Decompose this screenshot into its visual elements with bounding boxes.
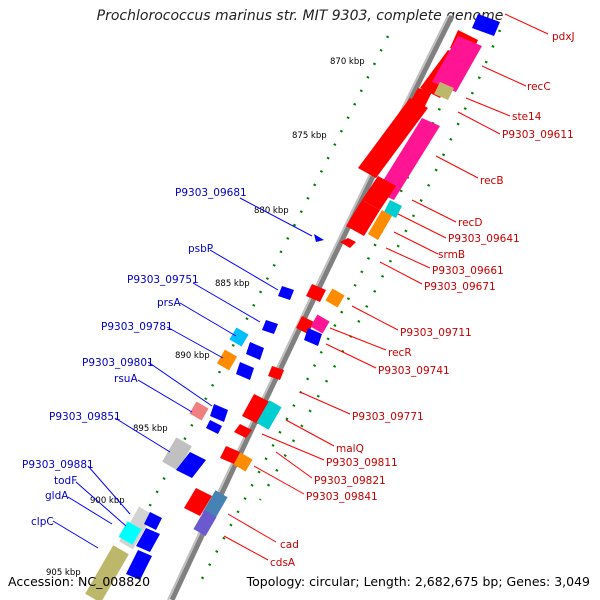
gene-label: P9303_09681 xyxy=(175,187,247,199)
gene-block xyxy=(376,118,440,200)
gene-label: P9303_09841 xyxy=(306,491,378,503)
gene-label: P9303_09821 xyxy=(314,475,386,487)
gene-block xyxy=(472,14,500,36)
gene-block xyxy=(340,238,356,248)
gene-block xyxy=(368,210,392,240)
gene-block xyxy=(220,446,240,464)
gene-label: rsuA xyxy=(114,373,138,385)
forward-strand-features xyxy=(85,14,500,600)
gene-block xyxy=(246,342,264,360)
gene-block xyxy=(256,400,282,430)
gene-block xyxy=(162,437,192,471)
forward-gene-labels: P9303_09681 psbP P9303_09751 prsA P9303_… xyxy=(22,187,313,549)
gene-block xyxy=(136,528,160,552)
gene-label: malQ xyxy=(336,443,364,455)
gene-block xyxy=(126,550,152,580)
gene-block xyxy=(234,424,252,438)
tick-label: 875 kbp xyxy=(292,131,327,141)
gene-label: P9303_09741 xyxy=(378,365,450,377)
tick-labels: 870 kbp 875 kbp 880 kbp 885 kbp 890 kbp … xyxy=(46,57,365,578)
gene-block xyxy=(432,36,482,92)
gene-block xyxy=(236,362,254,380)
gene-block xyxy=(193,509,217,537)
tick-label: 880 kbp xyxy=(254,206,289,216)
gene-block xyxy=(314,234,324,242)
gene-label: P9303_09661 xyxy=(432,265,504,277)
gene-label: P9303_09611 xyxy=(502,129,574,141)
gene-label: P9303_09641 xyxy=(448,233,520,245)
gene-label: ste14 xyxy=(512,111,542,123)
gene-block xyxy=(202,490,228,520)
gene-block xyxy=(216,349,238,371)
gene-label: P9303_09781 xyxy=(101,321,173,333)
gene-block xyxy=(118,521,142,545)
gene-label: srmB xyxy=(438,249,465,261)
gene-label: P9303_09881 xyxy=(22,459,94,471)
tick-label: 905 kbp xyxy=(46,568,81,578)
gene-label: P9303_09851 xyxy=(49,411,121,423)
accession-label: Accession: NC_008820 xyxy=(8,574,151,589)
gene-block xyxy=(85,545,129,600)
reverse-gene-labels: pdxJ recC ste14 P9303_09611 recB recD P9… xyxy=(223,13,575,569)
gene-block xyxy=(346,200,380,236)
gene-label: recB xyxy=(480,175,504,187)
gene-label: psbP xyxy=(188,243,213,255)
gene-label: clpC xyxy=(31,516,54,528)
gene-block xyxy=(278,286,294,300)
gene-label: cdsA xyxy=(270,557,296,569)
gene-block xyxy=(268,366,284,380)
gene-block xyxy=(310,314,330,334)
gene-label: gldA xyxy=(45,490,69,502)
gene-label: P9303_09671 xyxy=(424,281,496,293)
gene-block xyxy=(189,401,209,421)
gene-block xyxy=(176,452,206,478)
tick-label: 890 kbp xyxy=(175,351,210,361)
gene-block xyxy=(362,176,396,210)
gene-block xyxy=(184,488,212,516)
gene-label: P9303_09711 xyxy=(400,327,472,339)
gene-label: prsA xyxy=(157,297,181,309)
gene-label: recC xyxy=(527,81,551,93)
genome-title: Prochlorococcus marinus str. MIT 9303, c… xyxy=(96,8,504,24)
gene-block xyxy=(384,200,402,218)
gene-block xyxy=(144,512,162,530)
gene-block xyxy=(306,284,326,302)
gene-label: todF xyxy=(54,475,77,487)
gene-block xyxy=(210,404,228,422)
gene-label: P9303_09751 xyxy=(127,274,199,286)
tick-label: 900 kbp xyxy=(90,496,125,506)
gene-label: P9303_09771 xyxy=(352,411,424,423)
gene-label: recR xyxy=(388,347,412,359)
gene-block xyxy=(434,82,454,100)
reverse-strand-features xyxy=(184,30,482,537)
gene-label: P9303_09801 xyxy=(82,357,154,369)
gene-block xyxy=(325,288,345,308)
gene-label: P9303_09811 xyxy=(326,457,398,469)
gene-label: cad xyxy=(280,539,299,551)
gene-block xyxy=(229,327,249,347)
gene-block xyxy=(262,320,278,334)
genome-summary: Topology: circular; Length: 2,682,675 bp… xyxy=(246,574,590,589)
gene-block xyxy=(233,452,253,472)
gene-block xyxy=(358,98,428,178)
gene-label: recD xyxy=(458,217,482,229)
tick-label: 895 kbp xyxy=(133,424,168,434)
gene-block xyxy=(304,328,322,346)
tick-label: 885 kbp xyxy=(215,279,250,289)
gene-label: pdxJ xyxy=(552,31,575,43)
tick-label: 870 kbp xyxy=(330,57,365,67)
gene-block xyxy=(206,420,222,434)
gene-block xyxy=(242,394,270,424)
